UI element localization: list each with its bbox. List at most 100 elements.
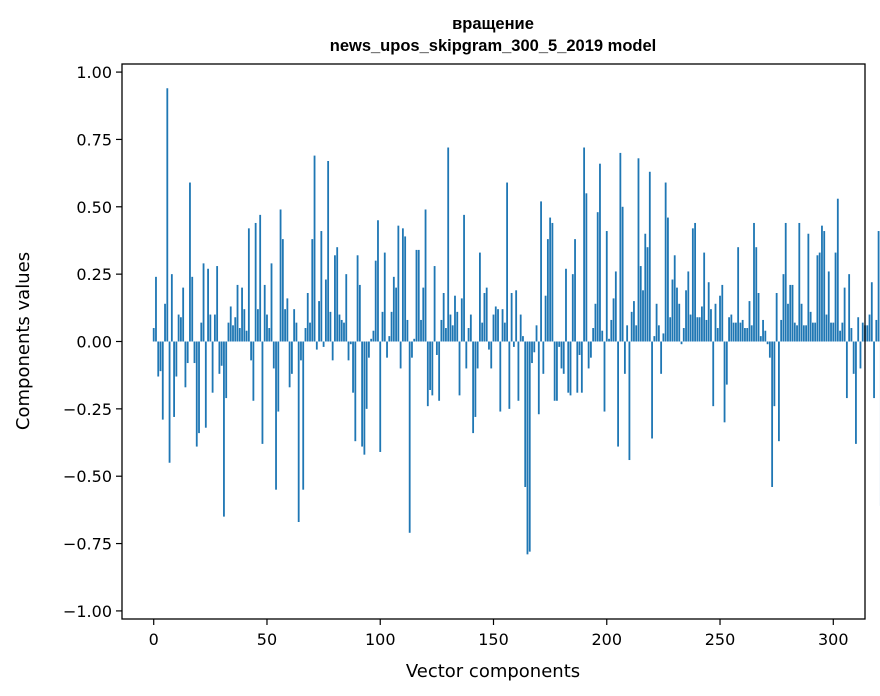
bar — [363, 341, 366, 455]
bar — [261, 341, 264, 444]
bar — [200, 322, 203, 342]
bar — [241, 287, 243, 342]
bar — [551, 222, 554, 342]
bar — [809, 311, 812, 342]
bar — [526, 341, 529, 555]
bar — [311, 239, 314, 342]
bar — [465, 341, 468, 369]
bar — [433, 266, 436, 342]
bar — [848, 274, 851, 342]
bar — [368, 341, 370, 358]
bar — [698, 317, 701, 342]
bar — [671, 279, 674, 342]
bar — [748, 301, 751, 342]
bar — [275, 341, 277, 490]
bar — [610, 319, 613, 342]
bar — [302, 341, 305, 490]
bar — [211, 341, 214, 393]
bar — [836, 198, 839, 342]
bar — [821, 225, 823, 342]
bar — [590, 341, 592, 358]
bar — [422, 287, 425, 342]
bar — [662, 333, 665, 342]
bar — [406, 319, 409, 342]
bar — [451, 325, 454, 342]
bar — [155, 276, 157, 342]
bar — [544, 295, 547, 342]
bar — [741, 319, 744, 342]
bar — [272, 341, 275, 369]
bar — [805, 325, 808, 342]
bar — [331, 341, 334, 361]
bar — [646, 247, 649, 342]
bar — [734, 322, 737, 342]
bar — [399, 341, 402, 369]
bar — [232, 325, 234, 342]
x-tick-label: 150 — [478, 630, 509, 649]
bar — [318, 301, 320, 342]
y-tick-label: −0.75 — [63, 535, 112, 554]
bar — [569, 341, 572, 396]
bar — [152, 328, 155, 342]
bar — [510, 293, 513, 342]
bar — [667, 217, 669, 342]
bar — [313, 155, 316, 342]
bar — [796, 325, 798, 342]
bar — [288, 341, 291, 388]
bar — [701, 306, 703, 342]
bar — [628, 341, 631, 461]
bar — [442, 293, 445, 342]
bar — [245, 330, 248, 342]
y-tick-label: −0.25 — [63, 400, 112, 419]
bar — [730, 314, 733, 342]
bar — [528, 341, 531, 552]
bar — [270, 263, 273, 342]
bars-group — [152, 88, 880, 555]
bar — [501, 309, 504, 342]
bar — [161, 341, 164, 420]
bar — [238, 328, 241, 342]
bar — [655, 303, 658, 342]
bar — [816, 255, 819, 342]
bar — [435, 341, 438, 355]
x-axis-ticks: 0 50 100 150 200 250 300 — [149, 619, 849, 649]
bar — [345, 274, 348, 342]
bar — [553, 341, 556, 401]
bar — [535, 325, 538, 342]
bar — [497, 309, 499, 342]
bar — [515, 290, 518, 342]
bar — [583, 147, 586, 342]
bar — [411, 341, 413, 358]
bar — [193, 341, 196, 364]
bar — [438, 341, 441, 401]
bar — [463, 214, 465, 342]
bar — [866, 325, 869, 342]
bar — [759, 336, 762, 342]
bar — [485, 287, 488, 342]
bar — [567, 341, 570, 393]
bar — [349, 341, 352, 345]
bar — [202, 263, 205, 342]
bar — [300, 341, 302, 361]
bar — [354, 341, 357, 442]
bar — [254, 222, 257, 342]
bar — [216, 266, 219, 342]
chart-subtitle: news_upos_skipgram_300_5_2019 model — [330, 37, 657, 55]
bar — [558, 341, 561, 347]
bar — [263, 284, 266, 342]
bar — [739, 322, 742, 342]
bar — [320, 231, 323, 342]
bar — [712, 341, 715, 407]
bar — [338, 314, 341, 342]
bar — [766, 341, 769, 345]
bar — [454, 295, 456, 342]
bar — [689, 314, 692, 342]
bar — [705, 319, 708, 342]
bar — [209, 314, 212, 342]
bar — [426, 341, 429, 407]
bar — [186, 341, 189, 364]
bar — [578, 341, 581, 355]
bar — [207, 268, 209, 342]
bar — [304, 328, 307, 342]
bar — [173, 341, 175, 417]
